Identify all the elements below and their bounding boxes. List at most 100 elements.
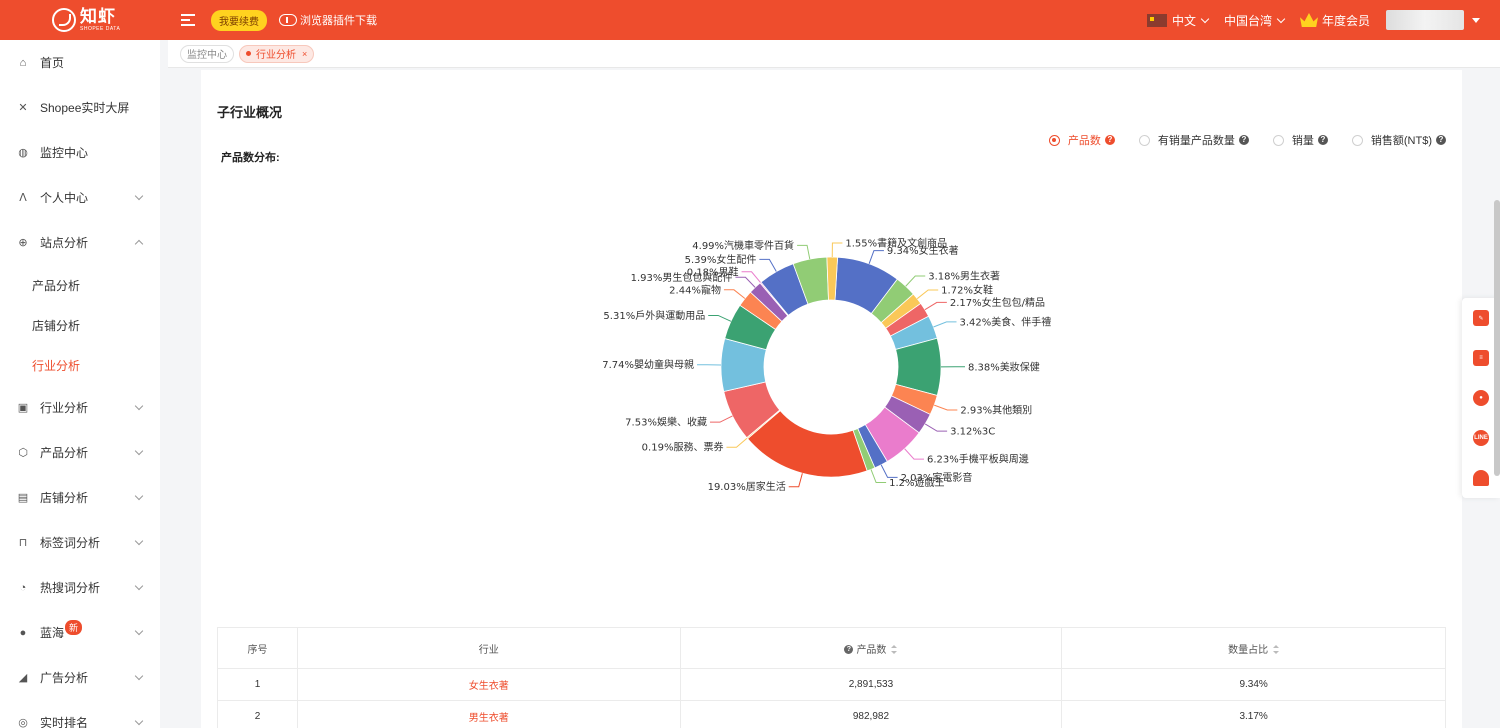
label-leader-line <box>933 321 957 328</box>
radio-circle <box>1351 134 1363 146</box>
radio-label: 销售额(NT$) <box>1370 135 1432 147</box>
sidebar-item-label: 蓝海 <box>40 626 65 640</box>
menu-toggle-icon[interactable] <box>181 14 195 26</box>
cell-industry-link[interactable]: 女生衣著 <box>296 668 681 701</box>
sidebar-item-ad[interactable]: ◢ 广告分析 <box>0 655 160 700</box>
region-label: 中国台湾 <box>1223 13 1272 28</box>
sidebar-subitem-shop[interactable]: 店铺分析 <box>32 318 81 333</box>
cell-index: 1 <box>217 668 298 701</box>
cell-index: 2 <box>217 700 298 728</box>
sidebar-item-label: 店铺分析 <box>40 491 89 505</box>
sort-icon[interactable] <box>1273 645 1280 655</box>
active-dot <box>246 51 251 56</box>
sidebar-item-hot[interactable]: ◔ 热搜词分析 <box>0 565 160 610</box>
section-title: 子行业概况 <box>217 105 283 120</box>
sidebar-item-label: 监控中心 <box>40 146 89 160</box>
col-header-product-count[interactable]: ? 产品数 <box>679 627 1063 669</box>
renew-button[interactable]: 我要续费 <box>211 9 267 31</box>
help-icon[interactable]: ? <box>1104 135 1115 145</box>
user-menu[interactable] <box>1386 10 1480 30</box>
line-button[interactable]: LINE <box>1462 418 1500 458</box>
new-badge: 新 <box>65 620 83 635</box>
chevron-down-icon <box>134 491 144 501</box>
sidebar-item-monitor[interactable]: ◍ 监控中心 <box>0 130 160 175</box>
cell-product-count: 2,891,533 <box>679 668 1063 701</box>
slice-label: 1.2%遊戲王 <box>889 476 944 489</box>
sort-icon[interactable] <box>891 645 898 655</box>
slice-label: 9.34%女生衣著 <box>887 244 959 257</box>
sidebar-item-rank[interactable]: ◎ 实时排名 <box>0 700 160 728</box>
help-icon[interactable]: ? <box>844 645 854 655</box>
qq-button[interactable]: ● <box>1462 378 1500 418</box>
feedback-button[interactable]: ✎ <box>1462 298 1500 338</box>
sidebar-item-site[interactable]: ⊕ 站点分析 <box>0 220 160 265</box>
cell-ratio: 9.34% <box>1061 668 1446 701</box>
label-leader-line <box>708 314 732 322</box>
donut-slice[interactable] <box>826 256 839 301</box>
close-icon[interactable]: × <box>302 48 308 59</box>
slice-label: 2.03%家電影音 <box>901 471 973 484</box>
sidebar-item-tag[interactable]: ⊓ 标签词分析 <box>0 520 160 565</box>
label-leader-line <box>726 437 748 448</box>
logo[interactable]: 知虾 SHOPEE DATA <box>0 0 160 40</box>
label-leader-line <box>831 242 843 258</box>
label-leader-line <box>880 464 898 478</box>
radio-product-count[interactable]: 产品数 ? <box>1048 132 1115 148</box>
chevron-down-icon <box>134 536 144 546</box>
col-header-index: 序号 <box>217 627 298 669</box>
sidebar-item-shop[interactable]: ▤ 店铺分析 <box>0 475 160 520</box>
label-leader-line <box>788 473 803 488</box>
tab-monitor[interactable]: 监控中心 <box>180 44 234 63</box>
sidebar: ⌂ 首页 ✕ Shopee实时大屏 ◍ 监控中心 ᐱ 个人中心 ⊕ 站点分析 产… <box>0 40 160 728</box>
membership-link[interactable]: 年度会员 <box>1299 12 1370 29</box>
compass-icon: ● <box>19 626 27 639</box>
chat-icon: ≡ <box>1473 350 1489 366</box>
slice-label: 0.19%服務、票券 <box>642 441 724 454</box>
notification-button[interactable] <box>1462 458 1500 498</box>
label-leader-line <box>797 244 811 260</box>
plugin-download-link[interactable]: 浏览器插件下载 <box>279 12 377 28</box>
sidebar-item-product[interactable]: ⬡ 产品分析 <box>0 430 160 475</box>
label-leader-line <box>723 289 746 299</box>
slice-label: 7.53%娛樂、收藏 <box>625 416 707 429</box>
page-scrollbar[interactable] <box>1494 200 1500 476</box>
label-leader-line <box>934 404 958 411</box>
cell-product-count: 982,982 <box>679 700 1063 728</box>
caret-down-icon <box>1472 17 1480 23</box>
sidebar-subitem-industry[interactable]: 行业分析 <box>32 358 81 373</box>
col-header-ratio[interactable]: 数量占比 <box>1061 627 1446 669</box>
help-icon[interactable]: ? <box>1436 135 1446 145</box>
slice-label: 2.44%寵物 <box>669 283 721 296</box>
home-icon: ⌂ <box>19 56 27 69</box>
cloud-download-icon <box>279 14 297 26</box>
radio-sold-product-count[interactable]: 有销量产品数量 ? <box>1138 132 1249 148</box>
sidebar-item-realtime[interactable]: ✕ Shopee实时大屏 <box>0 85 160 130</box>
sidebar-item-home[interactable]: ⌂ 首页 <box>0 40 160 85</box>
sidebar-item-personal[interactable]: ᐱ 个人中心 <box>0 175 160 220</box>
edit-icon: ✎ <box>1473 310 1489 326</box>
radio-sales-volume[interactable]: 销量 ? <box>1272 132 1328 148</box>
sidebar-subitem-product[interactable]: 产品分析 <box>32 278 81 293</box>
logo-mark-icon <box>52 8 76 32</box>
radio-sales-amount[interactable]: 销售额(NT$) ? <box>1351 132 1446 148</box>
megaphone-icon: ◢ <box>18 671 28 684</box>
tab-industry[interactable]: 行业分析 × <box>239 44 315 63</box>
label-leader-line <box>924 423 948 432</box>
sidebar-item-blue-ocean[interactable]: ● 蓝海 新 <box>0 610 160 655</box>
radio-circle <box>1048 134 1060 146</box>
chat-button[interactable]: ≡ <box>1462 338 1500 378</box>
help-icon[interactable]: ? <box>1317 135 1328 145</box>
store-icon: ▤ <box>17 491 29 504</box>
region-selector[interactable]: 中国台湾 <box>1223 12 1286 29</box>
help-icon[interactable]: ? <box>1238 135 1249 145</box>
sidebar-item-industry[interactable]: ▣ 行业分析 <box>0 385 160 430</box>
cell-industry-link[interactable]: 男生衣著 <box>296 700 681 728</box>
tab-label: 行业分析 <box>256 50 296 61</box>
language-selector[interactable]: 中文 <box>1146 12 1210 29</box>
flag-icon <box>1146 13 1167 27</box>
chevron-down-icon <box>1276 14 1286 23</box>
chevron-down-icon <box>134 671 144 681</box>
line-icon: LINE <box>1473 430 1489 446</box>
radio-circle <box>1138 134 1150 146</box>
